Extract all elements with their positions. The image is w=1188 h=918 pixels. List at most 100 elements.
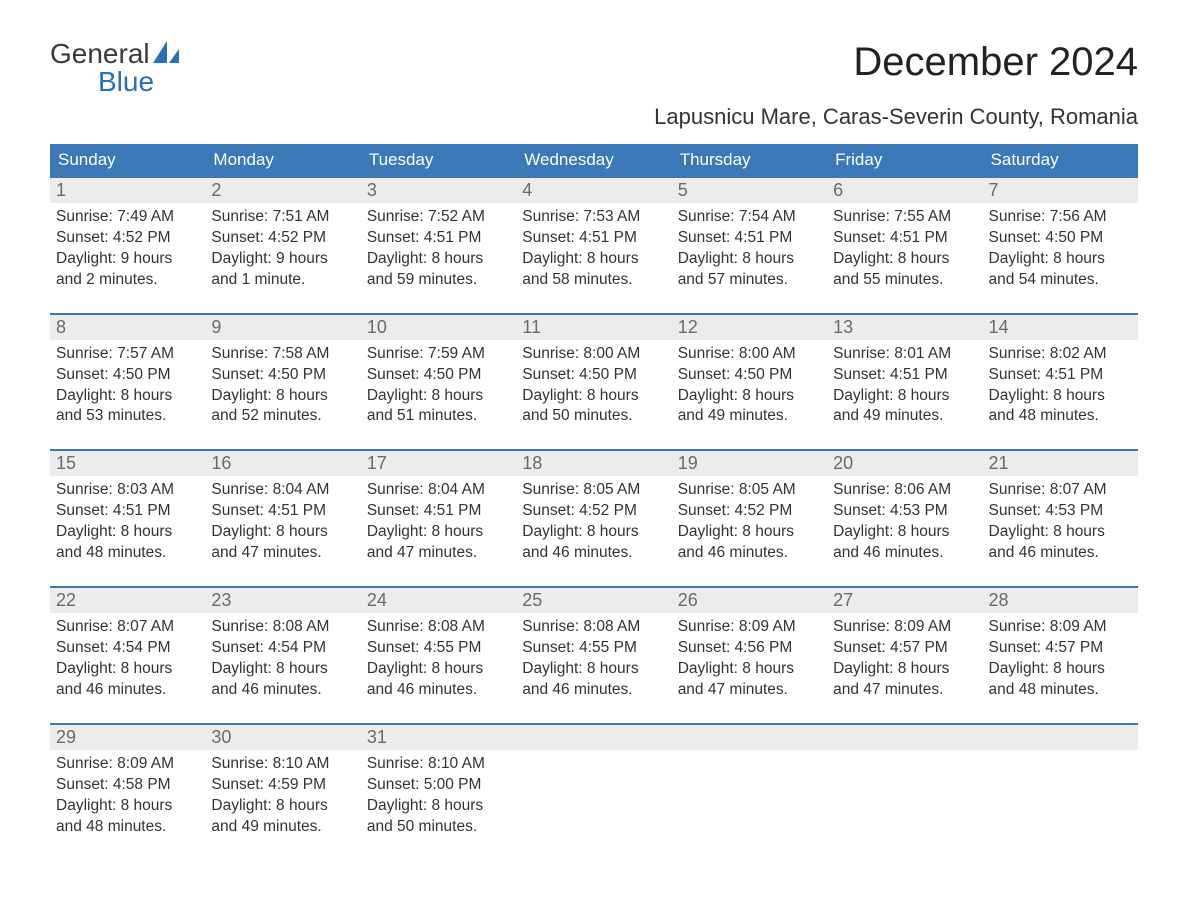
day-number: 17 [361,451,516,476]
weekday-header: Tuesday [361,144,516,176]
daylight-text-line2: and 49 minutes. [833,406,976,427]
daylight-text-line1: Daylight: 8 hours [522,249,665,270]
sunrise-text: Sunrise: 8:08 AM [367,617,510,638]
daylight-text-line2: and 57 minutes. [678,270,821,291]
daylight-text-line1: Daylight: 8 hours [989,249,1132,270]
daylight-text-line2: and 46 minutes. [833,543,976,564]
sunset-text: Sunset: 4:54 PM [211,638,354,659]
day-number: 26 [672,588,827,613]
daylight-text-line2: and 50 minutes. [367,817,510,838]
sunrise-text: Sunrise: 7:56 AM [989,207,1132,228]
logo-sail-icon [153,40,179,68]
day-number: 13 [827,315,982,340]
sunset-text: Sunset: 4:51 PM [833,228,976,249]
day-number-row: 1234567 [50,178,1138,203]
sunrise-text: Sunrise: 8:09 AM [678,617,821,638]
daylight-text-line1: Daylight: 8 hours [989,522,1132,543]
day-number: 18 [516,451,671,476]
day-cell: Sunrise: 7:49 AMSunset: 4:52 PMDaylight:… [50,203,205,313]
sunrise-text: Sunrise: 8:08 AM [211,617,354,638]
sunrise-text: Sunrise: 7:49 AM [56,207,199,228]
day-number: 22 [50,588,205,613]
day-cell: Sunrise: 7:58 AMSunset: 4:50 PMDaylight:… [205,340,360,450]
daylight-text-line2: and 50 minutes. [522,406,665,427]
sunset-text: Sunset: 4:58 PM [56,775,199,796]
daylight-text-line1: Daylight: 8 hours [56,796,199,817]
day-number: 15 [50,451,205,476]
day-cell: Sunrise: 8:05 AMSunset: 4:52 PMDaylight:… [516,476,671,586]
week-row: 293031Sunrise: 8:09 AMSunset: 4:58 PMDay… [50,723,1138,860]
daylight-text-line2: and 47 minutes. [678,680,821,701]
daylight-text-line2: and 48 minutes. [989,680,1132,701]
sunset-text: Sunset: 4:51 PM [211,501,354,522]
day-number: 24 [361,588,516,613]
day-cell [827,750,982,860]
daylight-text-line1: Daylight: 8 hours [211,659,354,680]
weekday-header: Sunday [50,144,205,176]
day-cell: Sunrise: 7:55 AMSunset: 4:51 PMDaylight:… [827,203,982,313]
sunrise-text: Sunrise: 8:09 AM [56,754,199,775]
sunset-text: Sunset: 5:00 PM [367,775,510,796]
sunset-text: Sunset: 4:50 PM [211,365,354,386]
day-cell: Sunrise: 8:07 AMSunset: 4:53 PMDaylight:… [983,476,1138,586]
sunset-text: Sunset: 4:52 PM [211,228,354,249]
week-row: 891011121314Sunrise: 7:57 AMSunset: 4:50… [50,313,1138,450]
daylight-text-line1: Daylight: 9 hours [56,249,199,270]
weekday-header-row: Sunday Monday Tuesday Wednesday Thursday… [50,144,1138,176]
daylight-text-line1: Daylight: 8 hours [522,386,665,407]
page-title: December 2024 [853,40,1138,85]
daylight-text-line1: Daylight: 8 hours [367,659,510,680]
sunset-text: Sunset: 4:51 PM [522,228,665,249]
day-cell: Sunrise: 8:07 AMSunset: 4:54 PMDaylight:… [50,613,205,723]
week-row: 1234567Sunrise: 7:49 AMSunset: 4:52 PMDa… [50,176,1138,313]
day-number: 14 [983,315,1138,340]
day-cell: Sunrise: 8:10 AMSunset: 5:00 PMDaylight:… [361,750,516,860]
sunrise-text: Sunrise: 7:55 AM [833,207,976,228]
day-number [672,725,827,750]
day-number-row: 15161718192021 [50,451,1138,476]
day-cell: Sunrise: 8:08 AMSunset: 4:55 PMDaylight:… [361,613,516,723]
day-number: 16 [205,451,360,476]
sunrise-text: Sunrise: 8:09 AM [989,617,1132,638]
header: General Blue December 2024 [50,40,1138,96]
sunrise-text: Sunrise: 8:08 AM [522,617,665,638]
logo-top-line: General [50,40,179,68]
day-number [983,725,1138,750]
sunrise-text: Sunrise: 7:59 AM [367,344,510,365]
daylight-text-line2: and 46 minutes. [678,543,821,564]
daylight-text-line1: Daylight: 8 hours [211,796,354,817]
day-number: 8 [50,315,205,340]
day-number: 1 [50,178,205,203]
sunset-text: Sunset: 4:53 PM [989,501,1132,522]
daylight-text-line2: and 54 minutes. [989,270,1132,291]
daylight-text-line1: Daylight: 8 hours [367,522,510,543]
day-cell: Sunrise: 8:00 AMSunset: 4:50 PMDaylight:… [672,340,827,450]
sunset-text: Sunset: 4:51 PM [367,501,510,522]
sunset-text: Sunset: 4:52 PM [522,501,665,522]
daylight-text-line2: and 46 minutes. [522,680,665,701]
weekday-header: Friday [827,144,982,176]
logo-text-bottom: Blue [50,68,179,96]
daylight-text-line2: and 47 minutes. [833,680,976,701]
day-number: 29 [50,725,205,750]
sunrise-text: Sunrise: 7:57 AM [56,344,199,365]
day-cell: Sunrise: 8:01 AMSunset: 4:51 PMDaylight:… [827,340,982,450]
sunset-text: Sunset: 4:51 PM [989,365,1132,386]
sunrise-text: Sunrise: 8:00 AM [678,344,821,365]
weekday-header: Wednesday [516,144,671,176]
daylight-text-line2: and 48 minutes. [989,406,1132,427]
day-content-row: Sunrise: 8:09 AMSunset: 4:58 PMDaylight:… [50,750,1138,860]
daylight-text-line1: Daylight: 8 hours [211,522,354,543]
daylight-text-line1: Daylight: 8 hours [678,659,821,680]
sunset-text: Sunset: 4:55 PM [522,638,665,659]
daylight-text-line2: and 46 minutes. [989,543,1132,564]
sunset-text: Sunset: 4:51 PM [367,228,510,249]
day-number: 20 [827,451,982,476]
sunset-text: Sunset: 4:50 PM [989,228,1132,249]
daylight-text-line1: Daylight: 8 hours [367,249,510,270]
day-number: 4 [516,178,671,203]
sunset-text: Sunset: 4:50 PM [367,365,510,386]
sunset-text: Sunset: 4:52 PM [56,228,199,249]
day-cell: Sunrise: 8:09 AMSunset: 4:57 PMDaylight:… [983,613,1138,723]
daylight-text-line2: and 58 minutes. [522,270,665,291]
